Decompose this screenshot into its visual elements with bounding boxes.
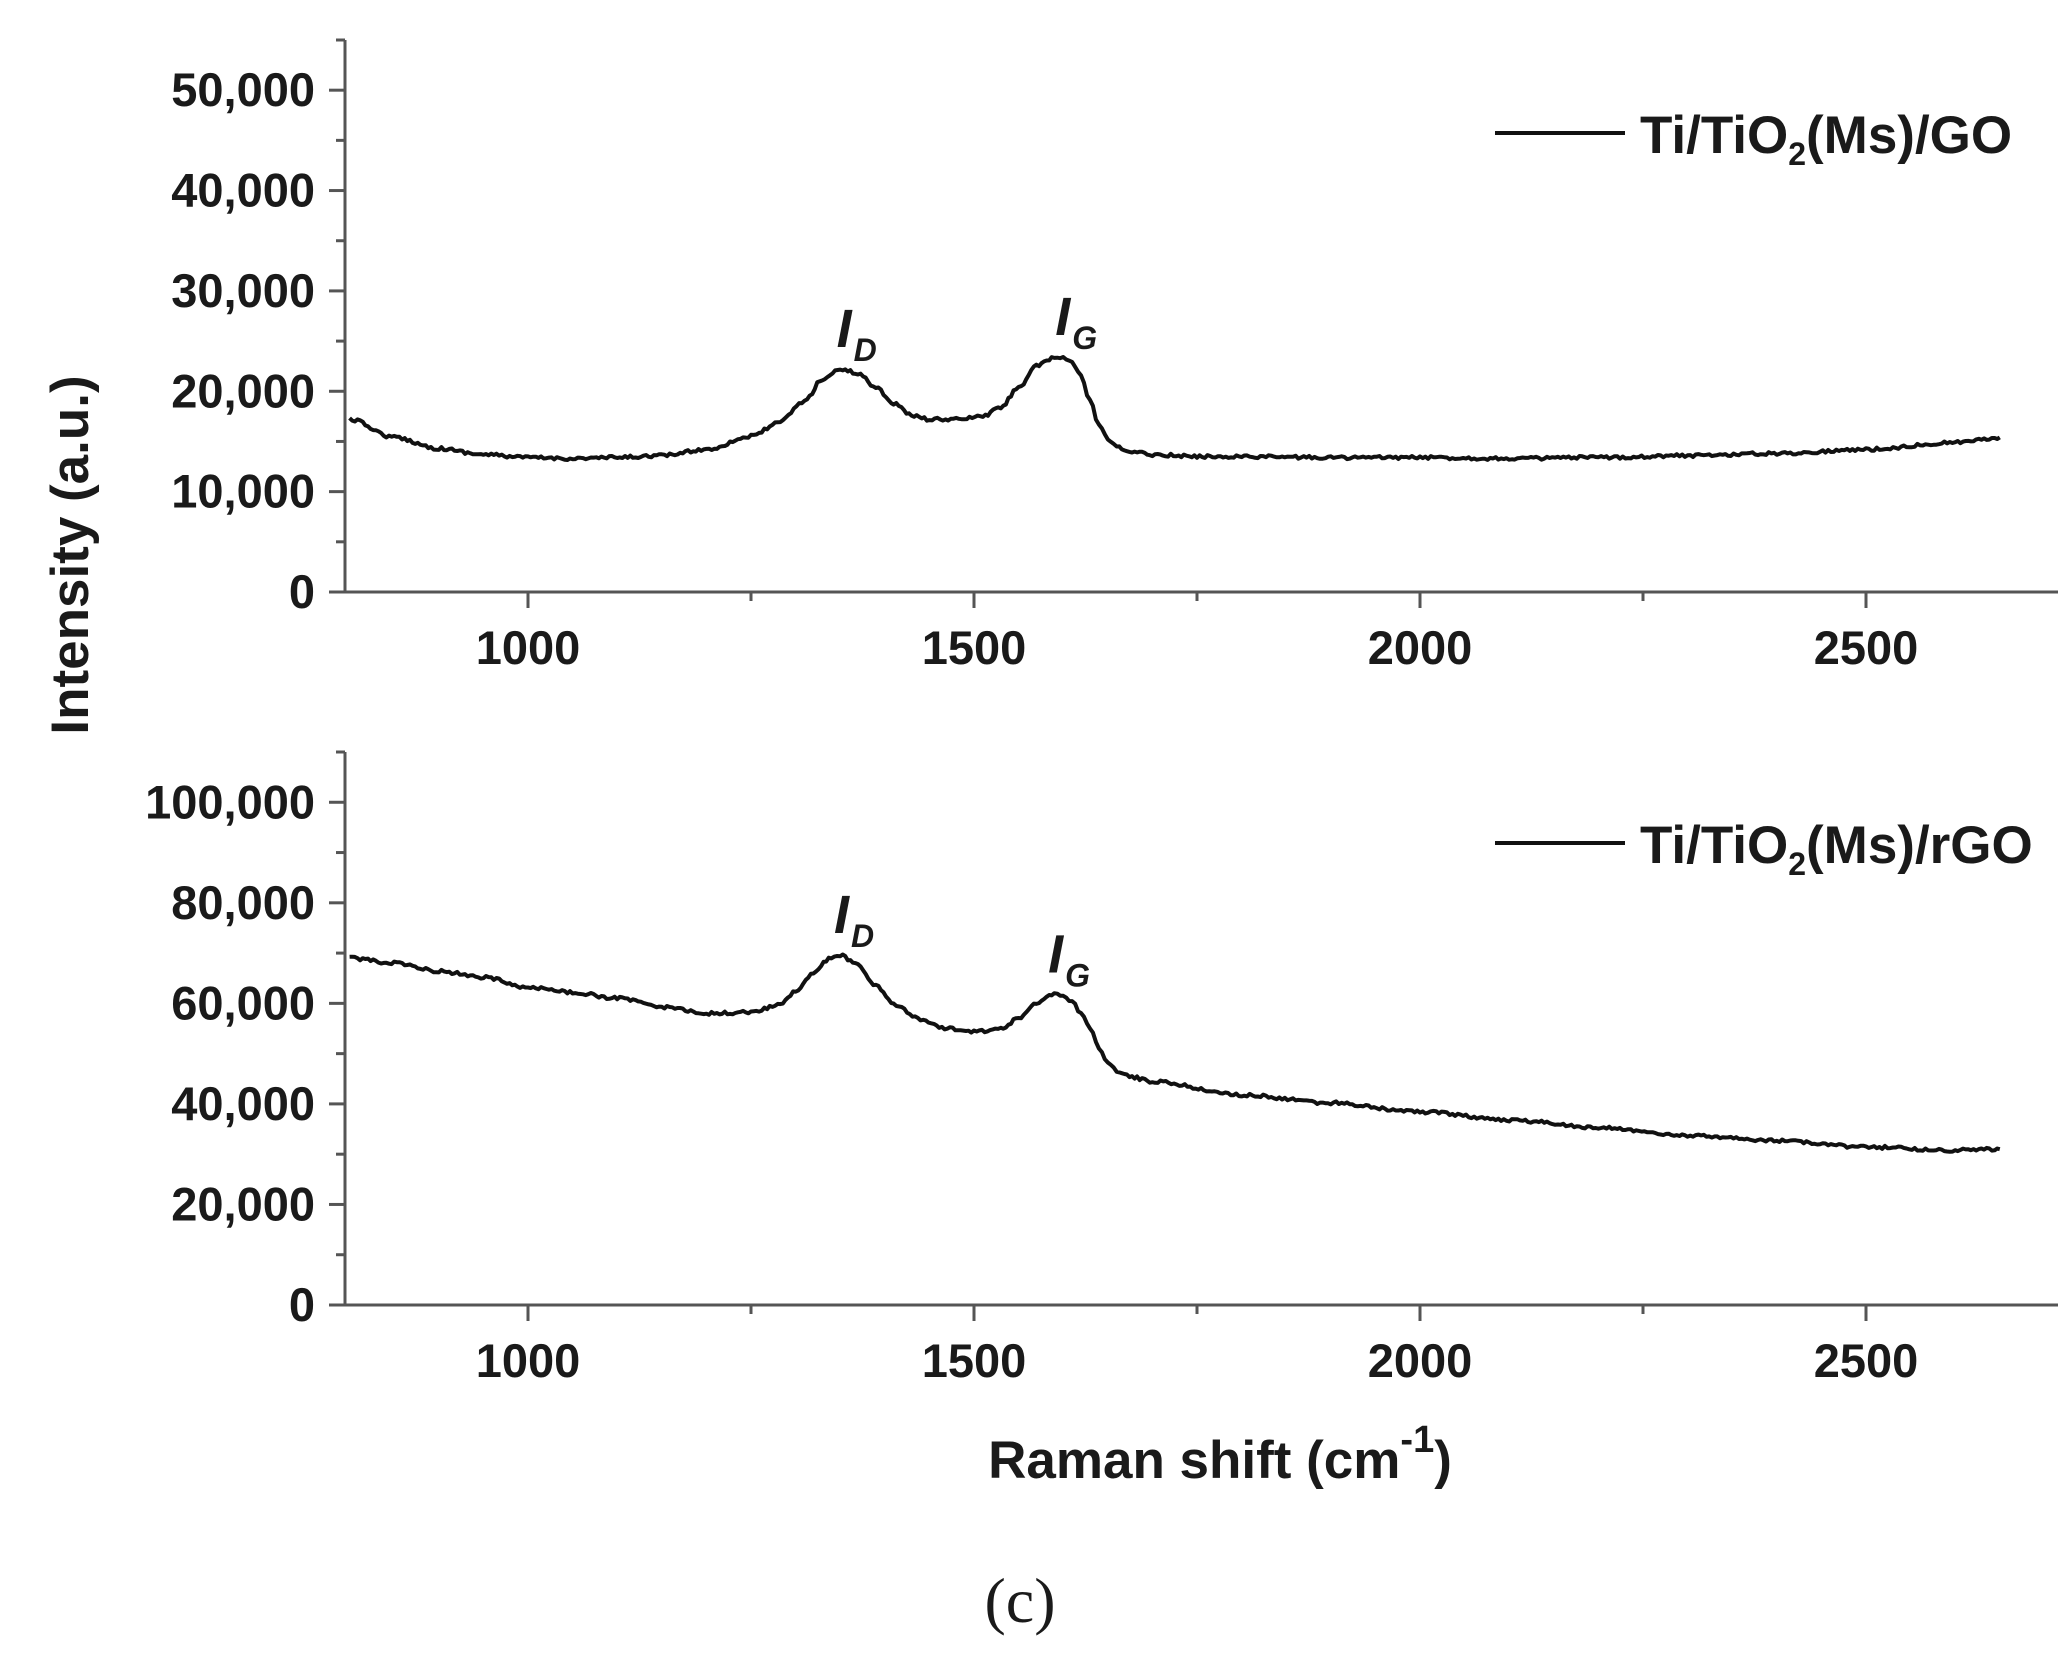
bottom-legend: Ti/TiO2(Ms)/rGO [1495,816,2033,882]
y-tick-label: 80,000 [171,876,315,929]
y-tick-label: 30,000 [171,264,315,317]
x-tick-label: 2000 [1368,621,1473,674]
y-tick-label: 0 [289,565,315,618]
peak-annotation: IG [1048,924,1090,993]
y-tick-label: 50,000 [171,63,315,116]
peak-annotation-main: I [1048,924,1064,984]
series-line [348,355,2001,462]
legend-text-prefix: Ti/TiO [1640,106,1788,165]
bottom-series [349,952,2001,1154]
x-axis-title-main: Raman shift (cm [988,1431,1400,1490]
legend-text-prefix: Ti/TiO [1640,816,1788,875]
top-series [348,355,2001,462]
legend-text-subscript: 2 [1788,136,1806,172]
x-axis-title-close: ) [1434,1431,1452,1490]
peak-annotation-subscript: G [1065,957,1090,993]
peak-annotation-subscript: D [854,332,877,368]
bottom-panel: 0 20,000 40,000 60,000 80,000 100,000 1000 1500… [145,750,2058,1387]
peak-annotation-subscript: G [1072,320,1097,356]
x-tick-label: 1500 [922,1334,1027,1387]
peak-annotation: ID [837,299,877,368]
legend-text-suffix: (Ms)/GO [1806,106,2012,165]
x-tick-label: 1500 [922,621,1027,674]
x-tick-label: 1000 [476,621,581,674]
legend-text-subscript: 2 [1788,846,1806,882]
y-tick-label: 100,000 [145,775,315,828]
peak-annotation: IG [1055,287,1097,356]
y-tick-label: 40,000 [171,164,315,217]
peak-annotation-main: I [834,885,850,945]
x-tick-label: 2000 [1368,1334,1473,1387]
y-tick-label: 20,000 [171,1177,315,1230]
top-axes: 0 10,000 20,000 30,000 40,000 50,000 1000 1500 2… [171,38,2058,674]
y-tick-label: 40,000 [171,1077,315,1130]
legend-entry-label: Ti/TiO2(Ms)/GO [1640,106,2012,172]
x-axis-title-superscript: -1 [1400,1419,1434,1461]
top-panel: 0 10,000 20,000 30,000 40,000 50,000 1000 1500 2… [171,38,2058,674]
y-axis-title: Intensity (a.u.) [41,375,100,734]
panel-label: (c) [984,1565,1055,1636]
y-tick-label: 60,000 [171,976,315,1029]
y-tick-label: 0 [289,1278,315,1331]
series-line [349,952,2001,1154]
legend-text-suffix: (Ms)/rGO [1806,816,2033,875]
top-legend: Ti/TiO2(Ms)/GO [1495,106,2012,172]
peak-annotation: ID [834,885,874,954]
peak-annotation-main: I [837,299,853,359]
legend-entry-label: Ti/TiO2(Ms)/rGO [1640,816,2033,882]
x-tick-label: 2500 [1814,621,1919,674]
y-tick-label: 10,000 [171,465,315,518]
x-tick-label: 2500 [1814,1334,1919,1387]
x-axis-title: Raman shift (cm-1) [988,1419,1452,1490]
x-tick-label: 1000 [476,1334,581,1387]
y-tick-label: 20,000 [171,364,315,417]
peak-annotation-subscript: D [851,918,874,954]
bottom-peak-annotations: ID IG [834,885,1090,993]
bottom-axes: 0 20,000 40,000 60,000 80,000 100,000 1000 1500… [145,750,2058,1387]
peak-annotation-main: I [1055,287,1071,347]
